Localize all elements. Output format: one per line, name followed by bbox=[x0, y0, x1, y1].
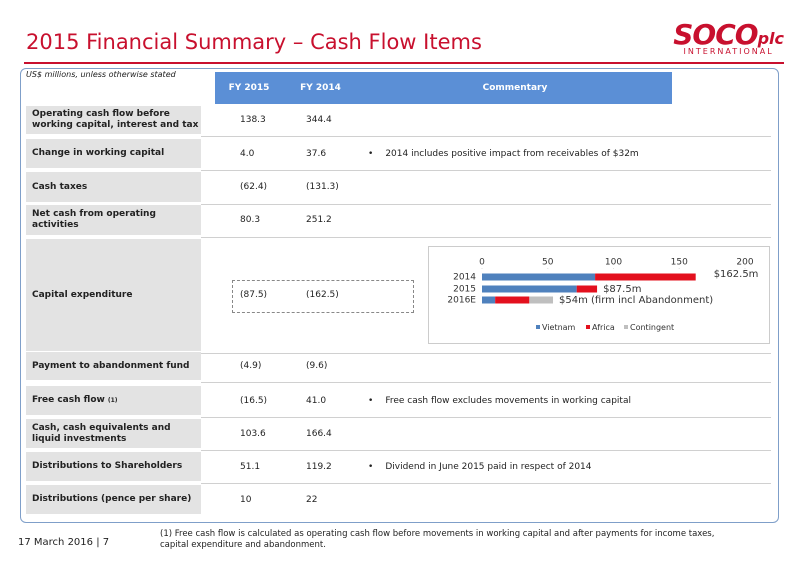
highlight-box bbox=[232, 280, 414, 313]
commentary: Free cash flow excludes movements in wor… bbox=[358, 386, 631, 415]
label-text: Operating cash flow before working capit… bbox=[32, 109, 199, 130]
title: 2015 Financial Summary – Cash Flow Items bbox=[26, 30, 482, 54]
bar-segment bbox=[595, 273, 696, 281]
logo-name: SOCO bbox=[673, 18, 758, 51]
row-label: Cash, cash equivalents and liquid invest… bbox=[26, 419, 201, 448]
row-separator bbox=[201, 483, 771, 484]
bar-segment bbox=[482, 296, 496, 304]
fy2015: (4.9) bbox=[240, 361, 262, 371]
row-label: Capital expenditure bbox=[26, 239, 201, 351]
row-separator bbox=[201, 353, 771, 354]
logo-sub: INTERNATIONAL bbox=[683, 47, 774, 56]
legend-label: Contingent bbox=[630, 323, 674, 332]
footer-date: 17 March 2016 | 7 bbox=[18, 537, 110, 548]
fy2015: 51.1 bbox=[240, 461, 261, 472]
legend-swatch bbox=[586, 325, 590, 329]
bar-annotation: $54m (firm incl Abandonment) bbox=[559, 295, 713, 306]
fy2014: 119.2 bbox=[306, 461, 332, 472]
bar-segment bbox=[482, 273, 596, 281]
x-tick-label: 100 bbox=[605, 258, 622, 268]
label-text: Free cash flow bbox=[32, 395, 105, 405]
legend-swatch bbox=[624, 325, 628, 329]
commentary: Dividend in June 2015 paid in respect of… bbox=[358, 452, 591, 481]
fy2015: 10 bbox=[240, 494, 252, 505]
row-label: Change in working capital bbox=[26, 139, 201, 168]
legend-label: Vietnam bbox=[542, 323, 576, 332]
label-text: Capital expenditure bbox=[32, 289, 133, 300]
row-label: Cash taxes bbox=[26, 172, 201, 202]
x-tick-label: 0 bbox=[479, 258, 485, 268]
table-frame bbox=[20, 68, 779, 523]
row-label: Distributions (pence per share) bbox=[26, 485, 201, 514]
label-text: Net cash from operating activities bbox=[32, 209, 156, 230]
fy2014: 22 bbox=[306, 494, 318, 505]
row-separator bbox=[201, 417, 771, 418]
fy2015: (16.5) bbox=[240, 395, 268, 406]
x-tick-label: 200 bbox=[736, 258, 753, 268]
label-text: Change in working capital bbox=[32, 148, 165, 158]
legend-label: Africa bbox=[592, 323, 615, 332]
row-separator bbox=[201, 170, 771, 171]
fy2015: 138.3 bbox=[240, 115, 266, 125]
fy2015: (62.4) bbox=[240, 182, 268, 192]
fy2014: (162.5) bbox=[306, 290, 339, 300]
label-text: Payment to abandonment fund bbox=[32, 360, 190, 371]
row-separator bbox=[201, 204, 771, 205]
bar-segment bbox=[576, 285, 598, 293]
label-text: Distributions (pence per share) bbox=[32, 494, 192, 504]
label-text: Distributions to Shareholders bbox=[32, 461, 183, 471]
x-tick-label: 50 bbox=[542, 258, 554, 268]
chart-frame bbox=[428, 246, 770, 344]
category-label: 2016E bbox=[447, 296, 476, 306]
bar-segment bbox=[495, 296, 530, 304]
commentary: 2014 includes positive impact from recei… bbox=[358, 139, 638, 168]
page-number: 7 bbox=[102, 537, 110, 548]
fy2014: (131.3) bbox=[306, 182, 339, 192]
row-separator bbox=[201, 237, 771, 238]
title-rule bbox=[24, 62, 784, 64]
row-label: Payment to abandonment fund bbox=[26, 352, 201, 380]
row-label: Distributions to Shareholders bbox=[26, 452, 201, 481]
column-header: FY 2015 bbox=[215, 72, 283, 104]
fy2015: (87.5) bbox=[240, 290, 268, 300]
x-tick-label: 150 bbox=[671, 258, 688, 268]
row-separator bbox=[201, 450, 771, 451]
bar-annotation: $162.5m bbox=[714, 269, 759, 280]
row-label: Net cash from operating activities bbox=[26, 205, 201, 235]
units-note: US$ millions, unless otherwise stated bbox=[26, 70, 176, 79]
footnote-ref: (1) bbox=[107, 397, 118, 404]
logo: SOCOplc INTERNATIONAL bbox=[673, 18, 784, 56]
bar-segment bbox=[529, 296, 554, 304]
fy2015: 80.3 bbox=[240, 215, 261, 225]
fy2014: 166.4 bbox=[306, 428, 332, 439]
label-text: Cash taxes bbox=[32, 181, 88, 192]
row-label: Free cash flow (1) bbox=[26, 386, 201, 415]
fy2015: 103.6 bbox=[240, 428, 266, 439]
row-separator bbox=[201, 136, 771, 137]
fy2014: (9.6) bbox=[306, 361, 328, 371]
chart: 0 50 100 150 200 2014 $162.5m 2015 $87.5m 2016E $5… bbox=[447, 258, 759, 333]
bar-segment bbox=[482, 285, 577, 293]
fy2014: 37.6 bbox=[306, 148, 327, 159]
category-label: 2015 bbox=[453, 285, 476, 295]
row-separator bbox=[201, 382, 771, 383]
category-label: 2014 bbox=[453, 273, 476, 283]
column-header: Commentary bbox=[358, 72, 672, 104]
fy2014: 41.0 bbox=[306, 395, 327, 406]
fy2015: 4.0 bbox=[240, 148, 255, 159]
legend-swatch bbox=[536, 325, 540, 329]
date: 17 March 2016 bbox=[18, 537, 94, 548]
fy2014: 251.2 bbox=[306, 215, 332, 225]
column-header: FY 2014 bbox=[283, 72, 358, 104]
label-text: Cash, cash equivalents and liquid invest… bbox=[32, 422, 171, 444]
row-label: Operating cash flow before working capit… bbox=[26, 106, 201, 134]
logo-suffix: plc bbox=[757, 29, 784, 48]
footnote: (1) Free cash flow is calculated as oper… bbox=[160, 529, 715, 550]
bar-annotation: $87.5m bbox=[603, 284, 641, 295]
fy2014: 344.4 bbox=[306, 115, 332, 125]
